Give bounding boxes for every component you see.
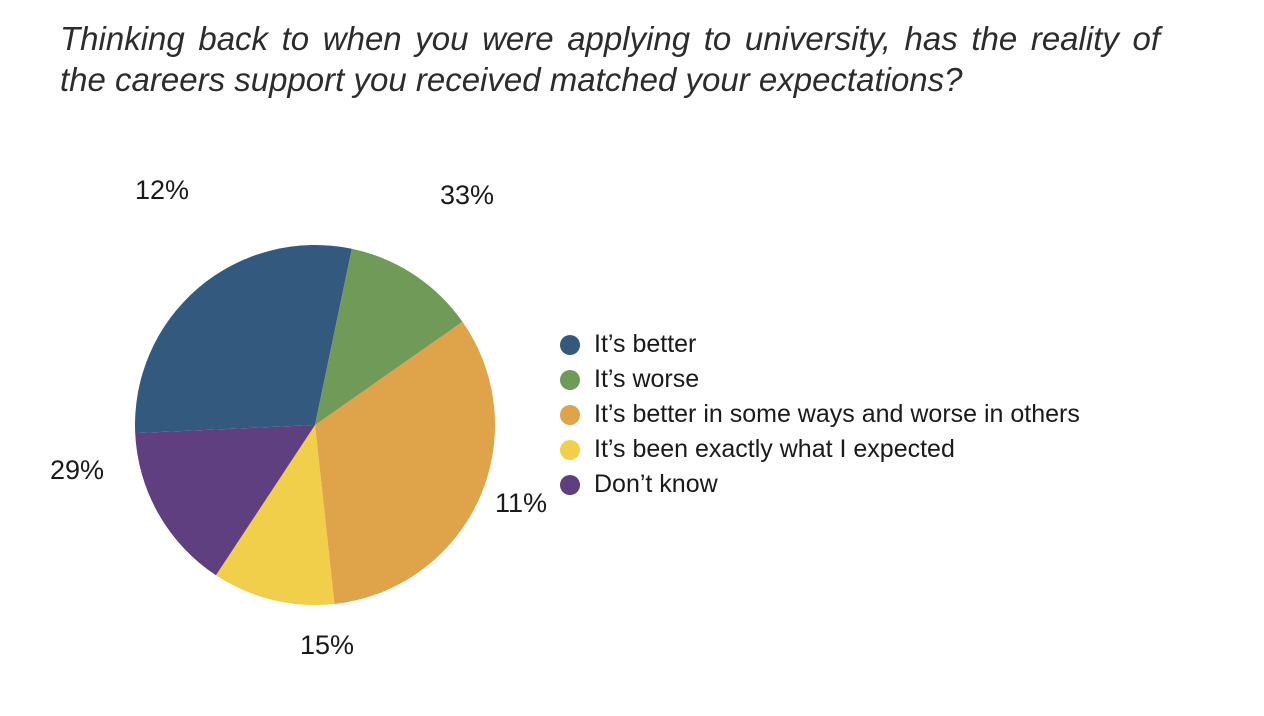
legend-item-worse: It’s worse xyxy=(560,365,1080,394)
legend-item-dont_know: Don’t know xyxy=(560,470,1080,499)
legend-swatch-better_worse_mix xyxy=(560,405,580,425)
legend-swatch-dont_know xyxy=(560,475,580,495)
legend-label-better_worse_mix: It’s better in some ways and worse in ot… xyxy=(594,400,1080,429)
legend-swatch-better xyxy=(560,335,580,355)
pie-label-better_worse_mix: 33% xyxy=(440,180,494,211)
legend-label-exactly_expected: It’s been exactly what I expected xyxy=(594,435,955,464)
legend-swatch-exactly_expected xyxy=(560,440,580,460)
chart-area: 33%11%15%29%12% It’s betterIt’s worseIt’… xyxy=(60,190,1204,690)
legend-item-better: It’s better xyxy=(560,330,1080,359)
pie-label-dont_know: 15% xyxy=(300,630,354,661)
pie-label-worse: 12% xyxy=(135,175,189,206)
legend: It’s better It’s worse It’s better in some… xyxy=(560,330,1080,505)
legend-swatch-worse xyxy=(560,370,580,390)
legend-item-better_worse_mix: It’s better in some ways and worse in ot… xyxy=(560,400,1080,429)
chart-title: Thinking back to when you were applying … xyxy=(60,18,1160,101)
pie-svg xyxy=(60,190,535,645)
legend-label-dont_know: Don’t know xyxy=(594,470,718,499)
pie-label-exactly_expected: 11% xyxy=(495,488,547,519)
pie-label-better: 29% xyxy=(50,455,104,486)
legend-label-better: It’s better xyxy=(594,330,696,359)
pie-chart xyxy=(60,190,535,650)
legend-label-worse: It’s worse xyxy=(594,365,699,394)
legend-item-exactly_expected: It’s been exactly what I expected xyxy=(560,435,1080,464)
